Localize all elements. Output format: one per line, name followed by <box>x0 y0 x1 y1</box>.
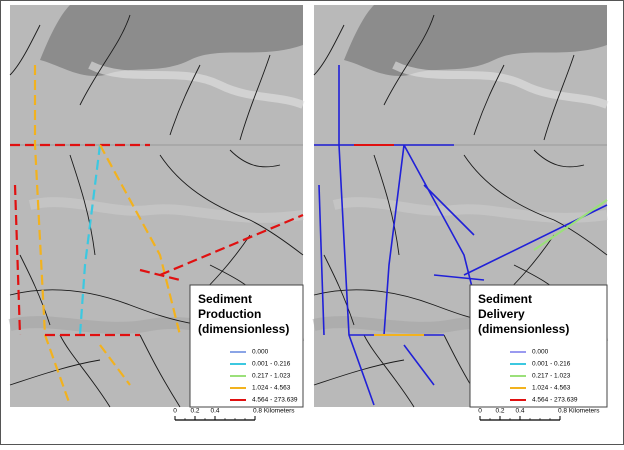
legend-label: 0.000 <box>252 349 269 356</box>
map-left <box>10 5 303 407</box>
scale-label: 0 <box>173 408 177 415</box>
legend-box <box>189 284 304 408</box>
scale-label: 0.4 <box>210 408 219 415</box>
legend-label: 0.000 <box>532 349 549 356</box>
scale-label: 0.2 <box>190 408 199 415</box>
legend-label: 0.217 - 1.023 <box>532 373 571 380</box>
legend-label: 0.001 - 0.216 <box>532 361 571 368</box>
scale-label: 0.8 Kilometers <box>253 408 295 415</box>
legend-label: 4.564 - 273.639 <box>252 397 298 404</box>
scale-label: 0.4 <box>515 408 524 415</box>
legend-label: 0.001 - 0.216 <box>252 361 291 368</box>
legend-label: 1.024 - 4.563 <box>532 385 571 392</box>
legend-label: 0.217 - 1.023 <box>252 373 291 380</box>
legend-title: Sediment <box>198 292 252 306</box>
legend-title: (dimensionless) <box>478 322 569 336</box>
scale-label: 0.8 Kilometers <box>558 408 600 415</box>
legend-title: Production <box>198 307 261 321</box>
legend-title: Delivery <box>478 307 525 321</box>
legend-label: 4.564 - 273.639 <box>532 397 578 404</box>
scale-label: 0 <box>478 408 482 415</box>
map-right <box>314 5 607 407</box>
legend-title: (dimensionless) <box>198 322 289 336</box>
scale-label: 0.2 <box>495 408 504 415</box>
legend-title: Sediment <box>478 292 532 306</box>
legend-label: 1.024 - 4.563 <box>252 385 291 392</box>
legend-box <box>469 284 608 408</box>
